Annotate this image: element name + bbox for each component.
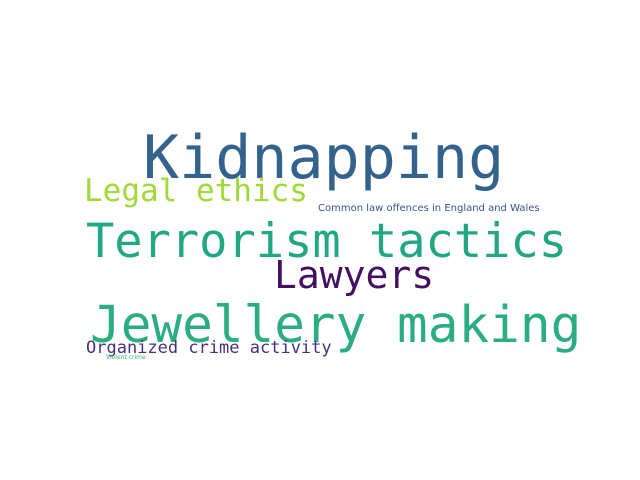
word-violent-crime: Violent crime [106,354,146,361]
word-terrorism-tactics: Terrorism tactics [86,214,568,269]
word-lawyers: Lawyers [274,253,435,297]
word-jewellery-making: Jewellery making [90,296,582,355]
word-organized-crime-activity: Organized crime activity [86,338,332,358]
word-common-law-offences: Common law offences in England and Wales [318,203,540,214]
word-legal-ethics: Legal ethics [84,173,308,209]
word-kidnapping: Kidnapping [143,123,505,193]
